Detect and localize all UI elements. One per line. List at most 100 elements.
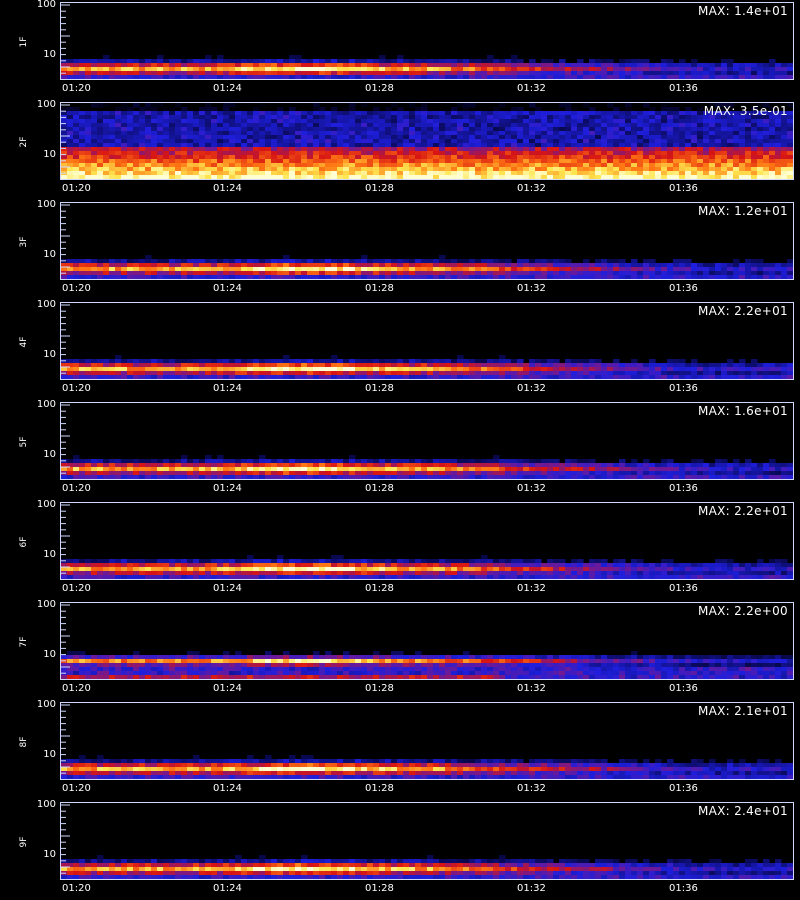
heatmap-cell (67, 67, 74, 72)
heatmap-cell (613, 367, 620, 372)
heatmap-cell (529, 467, 536, 472)
heatmap-cell (85, 115, 92, 120)
heatmap-cell (91, 467, 98, 472)
heatmap-cell (145, 123, 152, 128)
heatmap-cell (757, 467, 764, 472)
heatmap-cell (631, 147, 638, 152)
heatmap-cell (325, 59, 332, 64)
heatmap-cell (583, 459, 590, 464)
heatmap-cell (103, 139, 110, 144)
heatmap-cell (103, 363, 110, 368)
heatmap-cell (745, 167, 752, 172)
heatmap-cell (91, 571, 98, 576)
heatmap-cell (751, 475, 758, 479)
heatmap-cell (619, 135, 626, 140)
heatmap-cell (355, 175, 362, 179)
heatmap-cell (265, 115, 272, 120)
heatmap-cell (457, 275, 464, 279)
heatmap-cell (781, 131, 788, 136)
heatmap-cell (709, 127, 716, 132)
heatmap-cell (697, 151, 704, 156)
heatmap-cell (343, 267, 350, 272)
heatmap-cell (331, 123, 338, 128)
heatmap-cell (259, 139, 266, 144)
heatmap-cell (145, 475, 152, 479)
heatmap-cell (499, 167, 506, 172)
heatmap-cell (757, 135, 764, 140)
heatmap-cell (583, 111, 590, 116)
heatmap-cell (433, 147, 440, 152)
heatmap-cell (433, 475, 440, 479)
heatmap-cell (151, 263, 158, 268)
heatmap-cell (523, 375, 530, 379)
heatmap-cell (673, 359, 680, 364)
heatmap-cell (589, 471, 596, 476)
heatmap-cell (517, 367, 524, 372)
heatmap-cell (319, 463, 326, 468)
heatmap-cell (241, 459, 248, 464)
heatmap-cell (139, 571, 146, 576)
heatmap-cell (313, 159, 320, 164)
heatmap-cell (493, 463, 500, 468)
heatmap-cell (67, 175, 74, 179)
heatmap-cell (481, 131, 488, 136)
heatmap-cell (751, 359, 758, 364)
heatmap-cell (337, 359, 344, 364)
heatmap-cell (367, 567, 374, 572)
heatmap-cell (739, 155, 746, 160)
heatmap-cell (415, 127, 422, 132)
heatmap-cell (679, 63, 686, 68)
heatmap-cell (133, 123, 140, 128)
heatmap-cell (271, 135, 278, 140)
heatmap-cell (109, 359, 116, 364)
heatmap-cell (229, 559, 236, 564)
heatmap-cell (415, 275, 422, 279)
heatmap-cell (361, 155, 368, 160)
heatmap-cell (97, 259, 104, 264)
heatmap-cell (601, 59, 608, 64)
heatmap-cell (115, 459, 122, 464)
heatmap-cell (787, 171, 793, 176)
heatmap-cell (169, 459, 176, 464)
heatmap-cell (787, 267, 793, 272)
heatmap-cell (337, 459, 344, 464)
heatmap-cell (655, 143, 662, 148)
heatmap-cell (739, 463, 746, 468)
heatmap-cell (103, 163, 110, 168)
heatmap-cell (499, 355, 506, 360)
heatmap-cell (169, 171, 176, 176)
heatmap-cell (181, 167, 188, 172)
heatmap-cell (733, 131, 740, 136)
heatmap-cell (343, 575, 350, 579)
heatmap-cell (301, 111, 308, 116)
heatmap-cell (619, 267, 626, 272)
heatmap-cell (661, 463, 668, 468)
heatmap-cell (481, 275, 488, 279)
heatmap-cell (739, 367, 746, 372)
heatmap-cell (73, 163, 80, 168)
heatmap-cell (181, 119, 188, 124)
heatmap-cell (163, 139, 170, 144)
heatmap-cell (769, 143, 776, 148)
heatmap-cell (547, 111, 554, 116)
heatmap-cell (151, 155, 158, 160)
heatmap-cell (517, 371, 524, 376)
heatmap-cell (463, 147, 470, 152)
heatmap-cell (61, 167, 68, 172)
heatmap-cell (181, 267, 188, 272)
heatmap-cell (289, 159, 296, 164)
heatmap-cell (223, 139, 230, 144)
heatmap-cell (361, 255, 368, 260)
heatmap-cell (493, 143, 500, 148)
heatmap-cell (715, 375, 722, 379)
heatmap-cell (679, 143, 686, 148)
heatmap-cell (613, 135, 620, 140)
heatmap-cell (181, 263, 188, 268)
heatmap-cell (271, 259, 278, 264)
heatmap-cell (667, 63, 674, 68)
heatmap-cell (73, 119, 80, 124)
heatmap-cell (505, 151, 512, 156)
heatmap-cell (361, 467, 368, 472)
heatmap-cell (667, 375, 674, 379)
heatmap-cell (349, 151, 356, 156)
